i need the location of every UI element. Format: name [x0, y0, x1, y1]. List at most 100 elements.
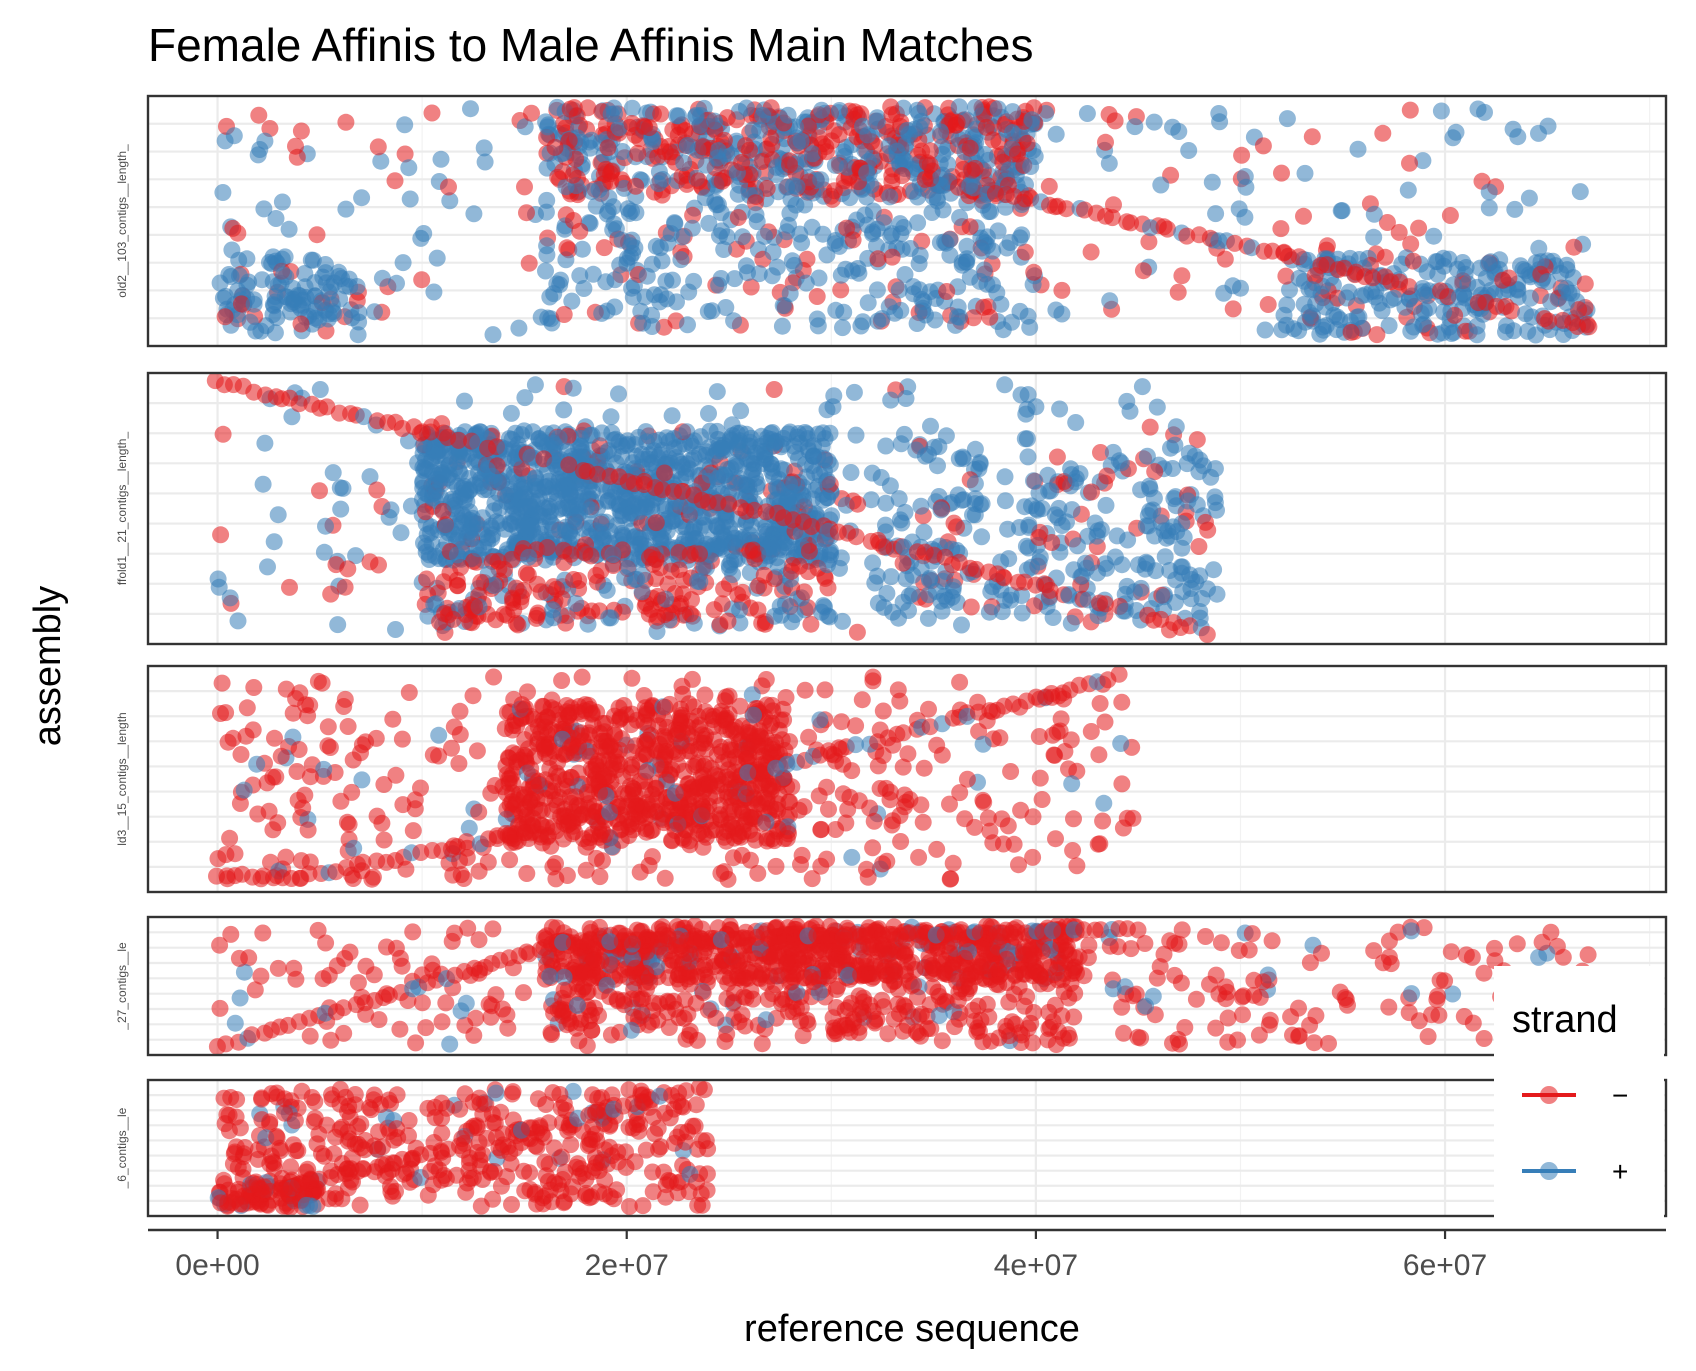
point-plus	[1444, 129, 1462, 147]
point-plus	[1560, 284, 1578, 302]
point-plus	[1013, 604, 1031, 622]
point-plus	[1106, 548, 1124, 566]
point-minus	[1113, 693, 1131, 711]
facet-y-label: ffold1__21_contigs__length_	[115, 432, 129, 586]
point-minus	[222, 925, 240, 943]
point-plus	[728, 424, 746, 442]
point-minus	[412, 779, 429, 797]
point-plus	[966, 506, 984, 524]
point-minus	[1364, 269, 1382, 287]
point-plus	[1539, 273, 1556, 291]
point-plus	[819, 556, 836, 574]
point-minus	[833, 713, 850, 731]
point-minus	[753, 153, 771, 170]
point-plus	[811, 711, 829, 729]
point-plus	[1530, 124, 1547, 142]
point-minus	[967, 560, 985, 578]
point-minus	[1401, 101, 1419, 119]
point-minus	[672, 814, 690, 832]
point-plus	[1148, 398, 1166, 416]
point-plus	[713, 439, 730, 457]
point-minus	[941, 870, 959, 888]
point-plus	[701, 466, 719, 484]
point-plus	[958, 253, 976, 271]
point-plus	[394, 254, 412, 272]
point-minus	[1136, 935, 1154, 952]
point-plus	[837, 260, 855, 278]
point-plus	[1304, 307, 1322, 325]
point-plus	[325, 305, 343, 322]
point-minus	[393, 730, 411, 748]
point-plus	[632, 302, 650, 320]
point-minus	[245, 679, 263, 696]
point-plus	[544, 516, 562, 534]
point-minus	[1475, 1030, 1493, 1047]
point-minus	[1404, 252, 1422, 270]
point-plus	[1137, 517, 1155, 535]
point-minus	[384, 710, 402, 728]
point-minus	[1068, 857, 1086, 875]
point-plus	[862, 491, 880, 509]
point-minus	[837, 814, 855, 832]
point-plus	[810, 269, 828, 287]
point-minus	[522, 760, 540, 778]
point-minus	[1098, 467, 1116, 485]
point-plus	[1021, 318, 1039, 336]
point-plus	[988, 284, 1006, 302]
point-plus	[966, 475, 984, 493]
point-plus	[712, 270, 730, 287]
point-plus	[783, 252, 801, 270]
point-plus	[526, 477, 544, 495]
point-plus	[1523, 308, 1541, 326]
point-plus	[579, 615, 597, 633]
point-plus	[1365, 228, 1383, 246]
point-plus	[254, 475, 272, 493]
point-plus	[915, 523, 933, 541]
point-minus	[884, 812, 902, 830]
point-minus	[508, 717, 526, 735]
point-plus	[819, 452, 837, 470]
point-plus	[842, 464, 860, 481]
point-minus	[565, 571, 583, 588]
point-plus	[1328, 308, 1346, 326]
point-plus	[602, 408, 620, 426]
point-plus	[633, 445, 651, 463]
point-minus	[961, 139, 979, 157]
point-minus	[238, 699, 256, 717]
point-minus	[1176, 1019, 1194, 1036]
point-plus	[396, 116, 414, 134]
point-plus	[666, 215, 684, 233]
point-plus	[456, 392, 473, 410]
point-minus	[449, 577, 467, 594]
point-plus	[805, 464, 823, 482]
point-plus	[1039, 466, 1057, 484]
point-minus	[568, 107, 586, 125]
point-minus	[387, 766, 405, 784]
point-minus	[623, 115, 641, 132]
point-minus	[1159, 220, 1176, 238]
point-minus	[847, 528, 865, 546]
facet-points	[211, 98, 1598, 344]
facet-points	[208, 917, 1607, 1055]
point-minus	[652, 105, 670, 123]
point-minus	[662, 562, 680, 580]
point-plus	[1164, 118, 1181, 136]
point-minus	[1508, 935, 1526, 953]
point-minus	[1273, 164, 1290, 182]
point-minus	[573, 668, 591, 686]
point-plus	[774, 297, 792, 314]
point-minus	[1188, 431, 1206, 449]
point-plus	[574, 520, 592, 537]
point-plus	[984, 242, 1002, 260]
point-plus	[729, 185, 747, 203]
point-plus	[502, 404, 520, 422]
point-plus	[1522, 289, 1539, 307]
point-plus	[852, 317, 870, 335]
point-plus	[1370, 294, 1388, 312]
point-minus	[724, 849, 742, 867]
point-minus	[386, 172, 404, 190]
point-minus	[812, 821, 830, 839]
point-plus	[563, 292, 581, 310]
point-plus	[248, 755, 266, 773]
point-minus	[1229, 1031, 1246, 1049]
